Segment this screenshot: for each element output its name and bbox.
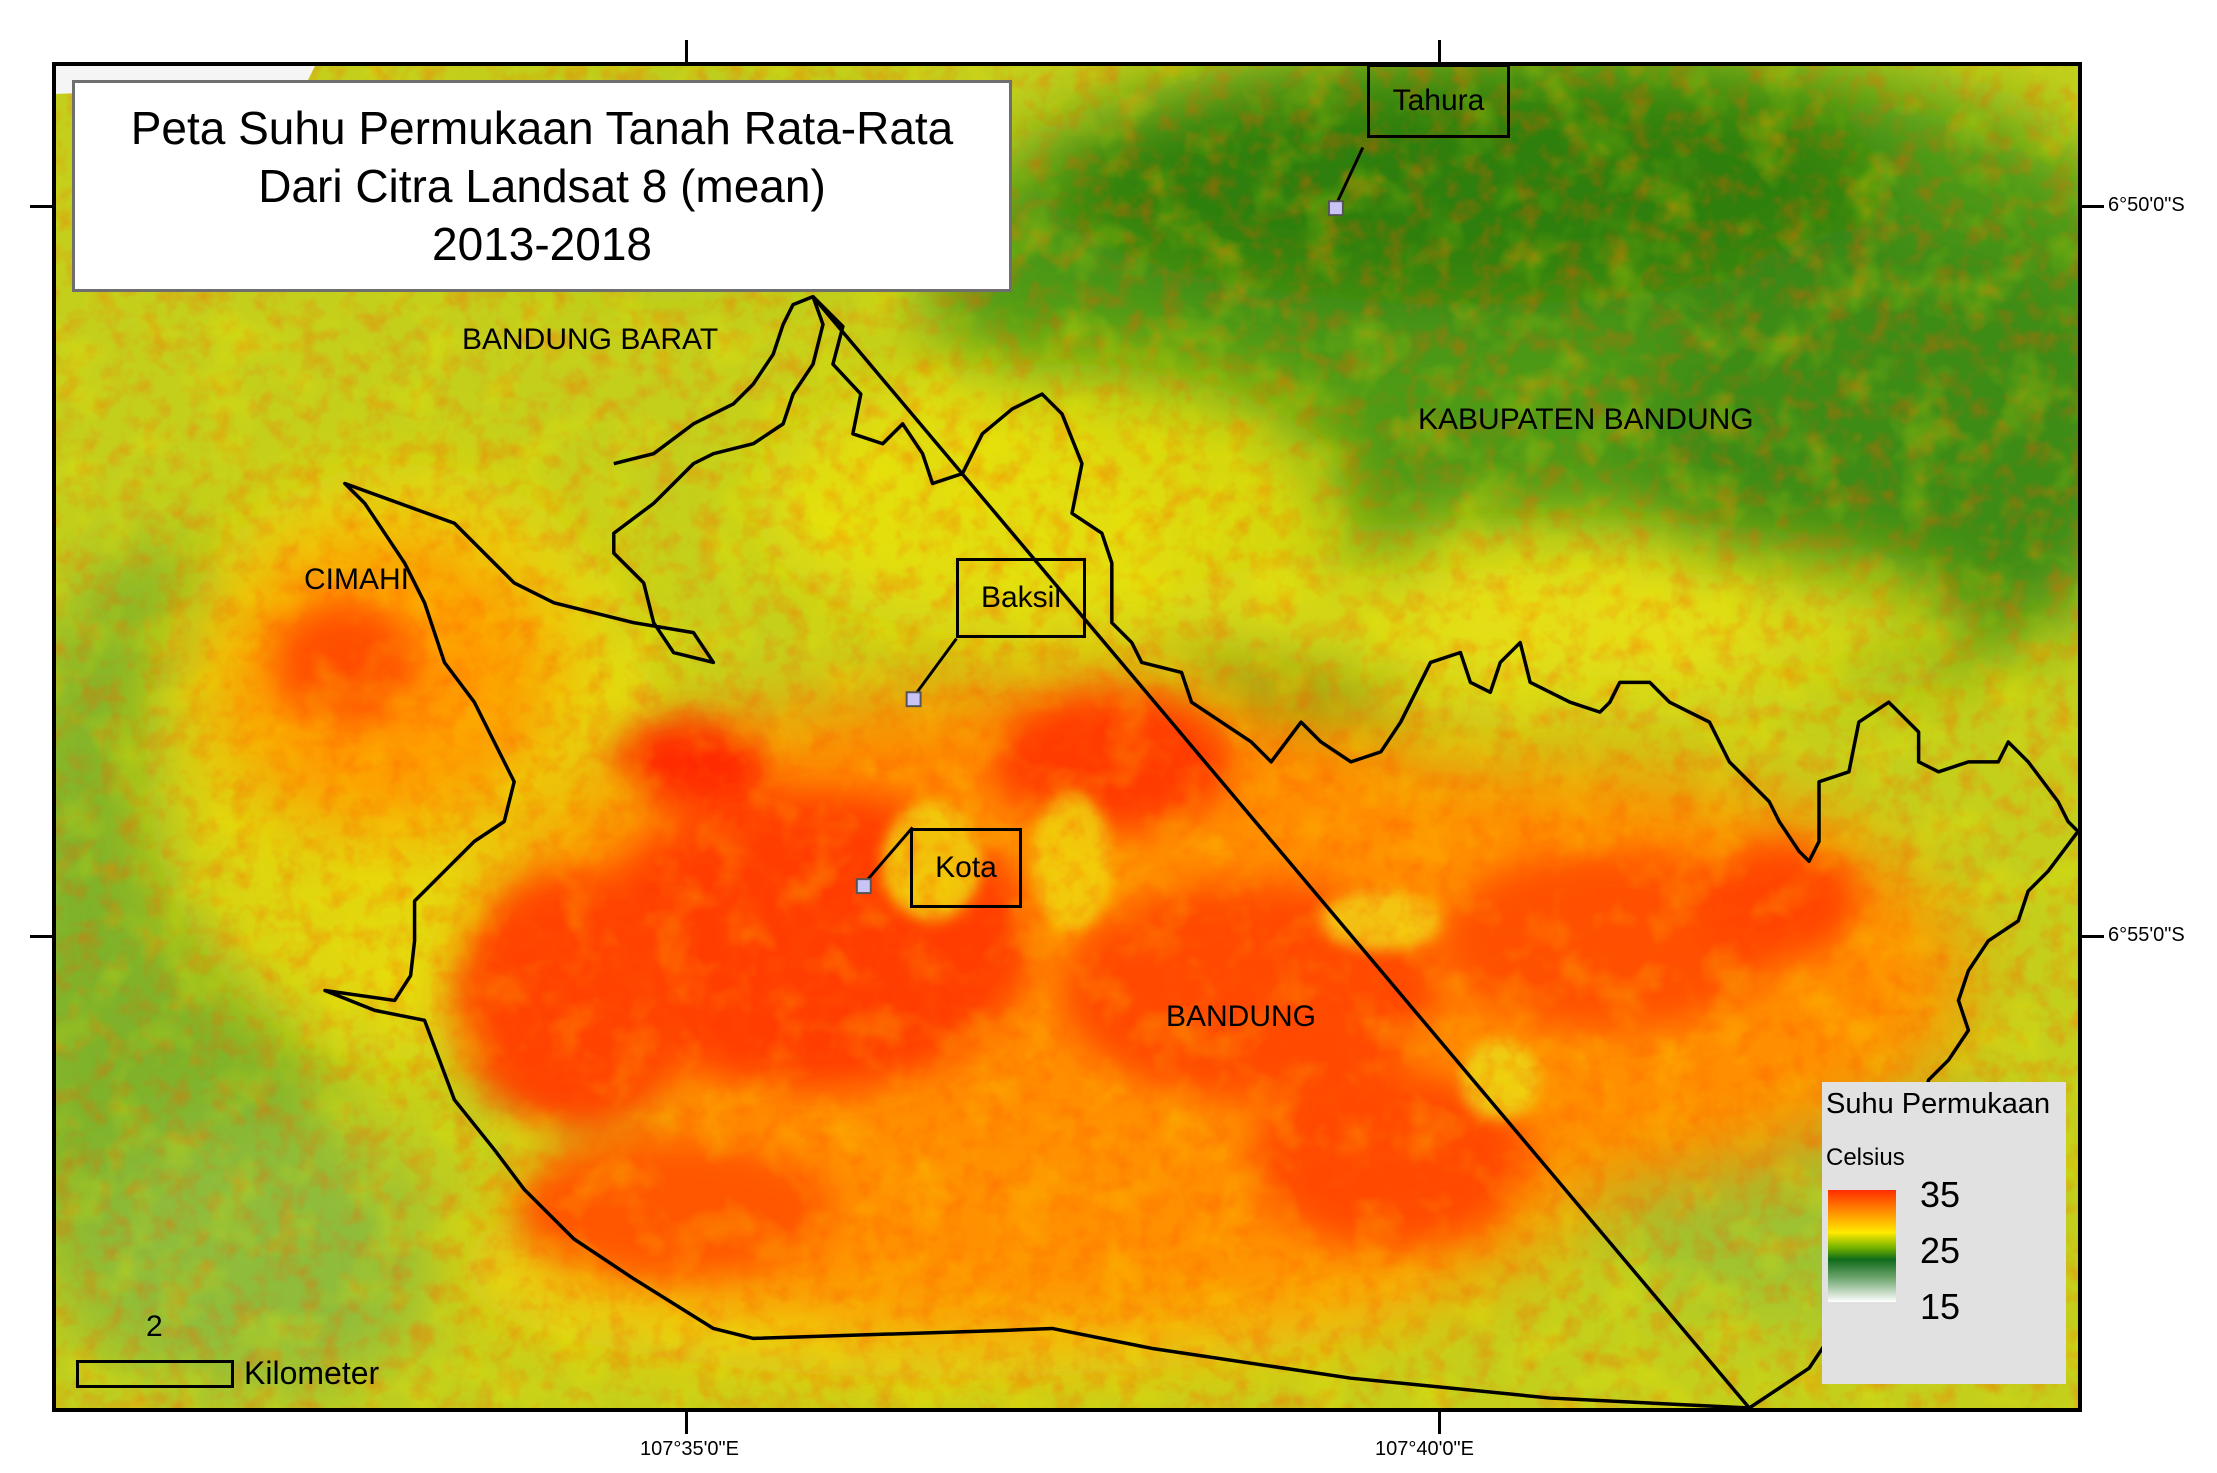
tick-lat-top-left [30, 205, 52, 208]
legend-max-value: 35 [1920, 1174, 1961, 1215]
scale-bar-unit: Kilometer [244, 1355, 380, 1391]
station-label-tahura[interactable]: Tahura [1367, 64, 1510, 138]
station-marker-baksil [905, 691, 922, 708]
coord-lat-bottom: 6°55'0"S [2108, 924, 2185, 946]
tick-lon-right-bottom [1438, 1412, 1441, 1434]
tick-lat-bottom-right [2082, 935, 2104, 938]
station-label-baksil[interactable]: Baksil [956, 558, 1086, 638]
map-frame[interactable] [52, 62, 2082, 1412]
tick-lon-right-top [1438, 40, 1441, 62]
legend-mid-value: 25 [1920, 1230, 1961, 1271]
region-label-bandung-barat: BANDUNG BARAT [462, 323, 719, 356]
station-marker-kota [855, 878, 872, 895]
map-title-line-1: Peta Suhu Permukaan Tanah Rata-Rata [130, 102, 954, 154]
legend: Suhu Permukaan Celsius 35 25 15 [1822, 1082, 2066, 1384]
legend-unit: Celsius [1826, 1144, 1905, 1171]
coord-lon-right: 107°40'0"E [1375, 1438, 1474, 1460]
region-label-kabupaten-bandung: KABUPATEN BANDUNG [1418, 403, 1754, 436]
map-title-line-2: Dari Citra Landsat 8 (mean) [258, 160, 826, 212]
coord-lon-left: 107°35'0"E [640, 1438, 739, 1460]
map-title-line-3: 2013-2018 [432, 218, 652, 270]
region-label-bandung: BANDUNG [1166, 1000, 1317, 1033]
region-label-cimahi: CIMAHI [304, 563, 409, 596]
tick-lat-bottom-left [30, 935, 52, 938]
coord-lat-top: 6°50'0"S [2108, 194, 2185, 216]
tick-lon-left-bottom [685, 1412, 688, 1434]
tick-lon-left-top [685, 40, 688, 62]
temperature-raster [56, 66, 2078, 1408]
legend-color-ramp [1828, 1190, 1896, 1302]
station-label-kota[interactable]: Kota [910, 828, 1022, 908]
legend-title: Suhu Permukaan [1826, 1088, 2051, 1120]
station-marker-tahura [1327, 200, 1344, 217]
tick-lat-top-right [2082, 205, 2104, 208]
map-title-box: Peta Suhu Permukaan Tanah Rata-Rata Dari… [72, 80, 1012, 292]
scale-bar [76, 1360, 234, 1388]
scale-bar-value: 2 [146, 1310, 163, 1343]
legend-min-value: 15 [1920, 1286, 1961, 1327]
